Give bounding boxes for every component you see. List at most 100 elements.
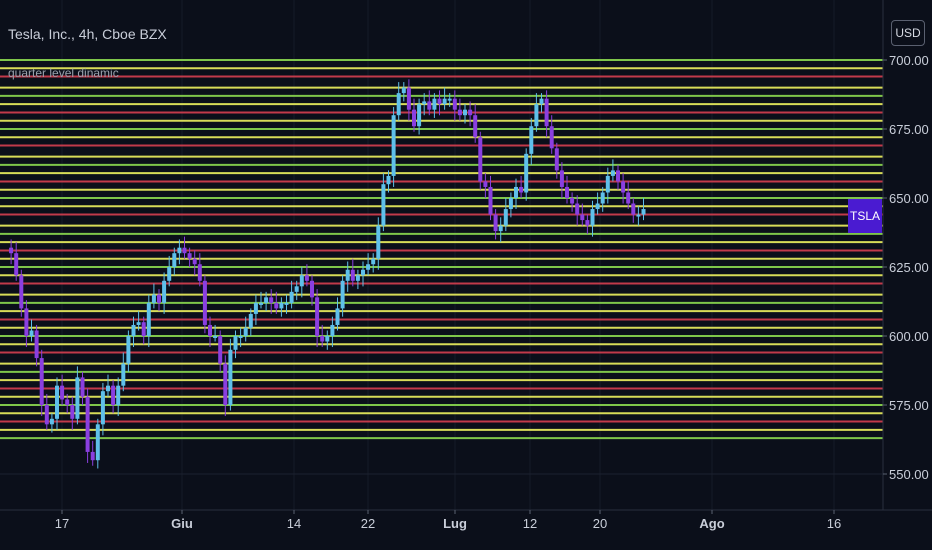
candle-up	[442, 98, 447, 105]
candle-down	[14, 253, 19, 276]
quarter-levels	[0, 59, 883, 440]
candle-down	[350, 269, 355, 281]
candle-up	[600, 192, 605, 204]
candle-down	[631, 203, 636, 215]
candle-up	[605, 175, 610, 193]
candle-down	[519, 186, 524, 193]
candle-down	[60, 385, 65, 400]
candle-up	[422, 101, 427, 105]
candle-up	[294, 286, 299, 292]
indicator-label[interactable]: quarter level dinamic	[8, 66, 119, 80]
candle-up	[167, 267, 172, 281]
candle-up	[177, 247, 182, 254]
price-tick-label: 650.00	[889, 191, 929, 206]
candle-up	[539, 98, 544, 105]
candle-up	[131, 324, 136, 336]
candle-down	[575, 203, 580, 215]
time-axis[interactable]: 17 Giu 14 22 Lug 12 20 Ago 16	[55, 510, 841, 531]
candle-up	[49, 418, 54, 425]
candle-down	[187, 253, 192, 259]
candle-down	[70, 405, 75, 419]
candle-up	[447, 98, 452, 101]
candle-down	[9, 247, 14, 254]
candle-up	[534, 104, 539, 127]
candle-down	[478, 137, 483, 182]
candle-up	[243, 327, 248, 336]
candle-down	[65, 399, 70, 405]
candle-up	[151, 294, 156, 303]
candle-down	[141, 322, 146, 336]
time-tick-label: 20	[593, 516, 607, 531]
ticker-price-badge: TSLA	[848, 199, 882, 233]
candle-down	[202, 280, 207, 325]
candle-down	[208, 324, 212, 336]
candle-up	[386, 175, 391, 185]
candle-down	[559, 170, 564, 187]
candle-down	[223, 363, 228, 405]
candle-down	[157, 294, 161, 303]
candle-down	[493, 214, 498, 232]
candle-down	[19, 275, 24, 309]
candle-up	[75, 377, 80, 419]
candle-down	[585, 220, 590, 226]
candle-up	[55, 385, 59, 419]
candle-down	[488, 186, 493, 215]
candle-up	[95, 424, 100, 461]
candle-up	[299, 275, 304, 287]
candle-down	[468, 109, 473, 116]
candle-up	[590, 209, 595, 226]
candle-up	[391, 115, 396, 176]
candle-down	[269, 297, 274, 303]
candle-down	[406, 87, 411, 110]
candle-down	[412, 109, 416, 127]
vertical-grid	[61, 0, 835, 510]
time-tick-label: 16	[827, 516, 841, 531]
candle-down	[616, 170, 620, 182]
candle-up	[503, 209, 508, 226]
candle-down	[315, 297, 320, 336]
candle-up	[366, 264, 371, 270]
candle-down	[437, 98, 442, 105]
candle-down	[483, 181, 488, 187]
candle-down	[182, 247, 187, 254]
candle-down	[197, 264, 202, 281]
candle-up	[264, 297, 269, 303]
currency-button[interactable]: USD	[891, 20, 925, 46]
candle-up	[376, 225, 381, 259]
candle-up	[529, 126, 534, 154]
candle-down	[24, 308, 29, 336]
candle-down	[452, 98, 457, 110]
candle-down	[565, 186, 569, 198]
candle-up	[595, 203, 600, 210]
chart-title: Tesla, Inc., 4h, Cboe BZX	[8, 26, 167, 42]
candle-down	[218, 336, 223, 364]
candle-down	[473, 115, 478, 138]
candle-up	[335, 308, 340, 325]
price-tick-label: 675.00	[889, 122, 929, 137]
candle-down	[39, 358, 44, 405]
candle-down	[111, 385, 116, 405]
candle-up	[136, 322, 141, 325]
candle-up	[524, 153, 529, 193]
time-tick-label: 17	[55, 516, 69, 531]
candle-down	[34, 330, 39, 359]
candle-up	[396, 93, 401, 116]
price-tick-label: 575.00	[889, 398, 929, 413]
candle-up	[238, 336, 243, 338]
candle-up	[121, 363, 126, 386]
candle-up	[253, 302, 258, 314]
price-tick-label: 700.00	[889, 53, 929, 68]
candle-up	[259, 302, 263, 305]
candle-down	[44, 405, 49, 425]
candle-down	[274, 302, 279, 309]
price-axis[interactable]: 550.00 575.00 600.00 625.00 650.00 675.00 700.…	[883, 53, 929, 482]
time-tick-label: Lug	[443, 516, 467, 531]
candle-down	[80, 377, 85, 397]
candle-up	[100, 391, 105, 425]
candle-up	[126, 336, 131, 364]
candle-down	[621, 181, 626, 193]
candle-up	[641, 209, 646, 215]
time-tick-label: Giu	[171, 516, 193, 531]
candle-down	[549, 126, 554, 149]
